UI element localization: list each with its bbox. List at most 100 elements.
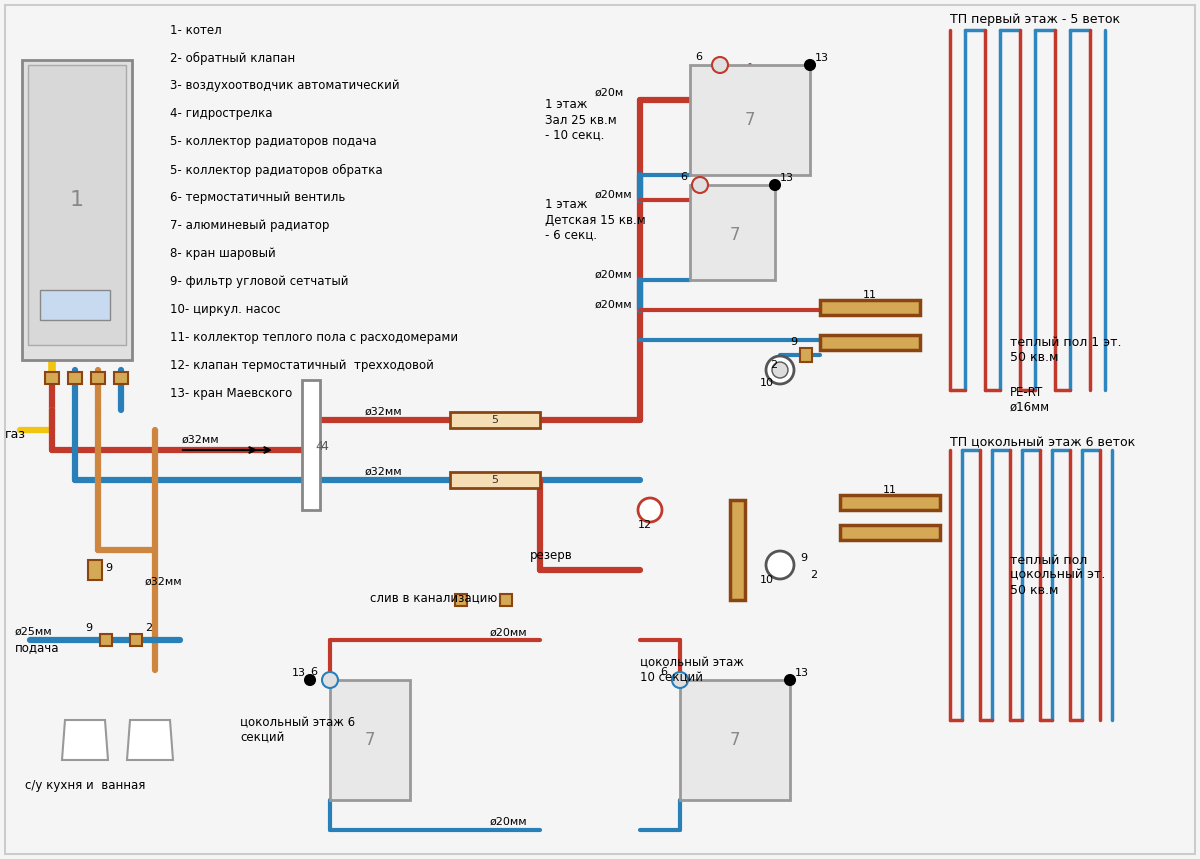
Circle shape xyxy=(638,498,662,522)
Text: ø32мм: ø32мм xyxy=(365,407,403,417)
Text: 13: 13 xyxy=(292,668,306,678)
Bar xyxy=(100,634,112,646)
Text: 12- клапан термостатичный  трехходовой: 12- клапан термостатичный трехходовой xyxy=(170,360,434,373)
Text: 11: 11 xyxy=(863,290,877,300)
Text: ø20мм: ø20мм xyxy=(490,628,528,638)
Text: 5: 5 xyxy=(492,475,498,485)
Bar xyxy=(91,372,106,384)
Text: 3- воздухоотводчик автоматический: 3- воздухоотводчик автоматический xyxy=(170,80,400,93)
Text: 5- коллектор радиаторов обратка: 5- коллектор радиаторов обратка xyxy=(170,163,383,177)
Circle shape xyxy=(672,672,688,688)
Bar xyxy=(46,372,59,384)
Text: ТП первый этаж - 5 веток: ТП первый этаж - 5 веток xyxy=(950,14,1120,27)
Bar xyxy=(114,372,128,384)
Circle shape xyxy=(322,672,338,688)
Bar xyxy=(730,500,745,600)
Bar xyxy=(840,525,940,540)
Text: цокольный этаж
10 секций: цокольный этаж 10 секций xyxy=(640,656,744,684)
Text: ø32мм: ø32мм xyxy=(145,577,182,587)
Text: 9: 9 xyxy=(85,623,92,633)
Bar xyxy=(455,594,467,606)
Text: 6: 6 xyxy=(310,667,317,677)
Text: 7: 7 xyxy=(730,731,740,749)
Text: 2: 2 xyxy=(770,360,778,370)
Text: 10: 10 xyxy=(760,575,774,585)
Bar xyxy=(500,594,512,606)
Text: 6: 6 xyxy=(660,667,667,677)
Circle shape xyxy=(770,180,780,190)
Bar xyxy=(840,495,940,510)
Text: 8- кран шаровый: 8- кран шаровый xyxy=(170,247,276,260)
Text: резерв: резерв xyxy=(530,549,572,562)
Text: теплый пол
цокольный эт.
50 кв.м: теплый пол цокольный эт. 50 кв.м xyxy=(1010,553,1105,596)
Text: 11- коллектор теплого пола с расходомерами: 11- коллектор теплого пола с расходомера… xyxy=(170,332,458,344)
Polygon shape xyxy=(127,720,173,760)
Bar xyxy=(690,65,810,175)
Bar xyxy=(450,412,540,428)
Text: 1 этаж
Зал 25 кв.м
- 10 секц.: 1 этаж Зал 25 кв.м - 10 секц. xyxy=(545,99,617,142)
Text: ø20мм: ø20мм xyxy=(595,300,632,310)
Text: слив в канализацию: слив в канализацию xyxy=(370,592,497,605)
Text: 9- фильтр угловой сетчатый: 9- фильтр угловой сетчатый xyxy=(170,276,348,289)
Bar xyxy=(302,380,320,510)
Circle shape xyxy=(305,675,314,685)
Bar xyxy=(820,335,920,350)
Bar xyxy=(820,300,920,315)
Text: 13: 13 xyxy=(780,173,794,183)
Circle shape xyxy=(805,60,815,70)
Text: 11: 11 xyxy=(883,485,898,495)
Text: с/у кухня и  ванная: с/у кухня и ванная xyxy=(25,778,145,791)
Text: 10- циркул. насос: 10- циркул. насос xyxy=(170,303,281,316)
Circle shape xyxy=(692,177,708,193)
Text: 6- термостатичный вентиль: 6- термостатичный вентиль xyxy=(170,192,346,204)
Bar xyxy=(68,372,82,384)
Text: 7: 7 xyxy=(730,226,740,244)
Text: ø32мм: ø32мм xyxy=(181,435,218,445)
Text: 9: 9 xyxy=(800,553,808,563)
Text: 2: 2 xyxy=(810,570,817,580)
Text: ø20мм: ø20мм xyxy=(490,817,528,827)
Text: ТП цокольный этаж 6 веток: ТП цокольный этаж 6 веток xyxy=(950,436,1135,449)
Text: ø32мм: ø32мм xyxy=(365,467,403,477)
Text: PE-RT
ø16мм: PE-RT ø16мм xyxy=(1010,386,1050,414)
Text: газ: газ xyxy=(5,429,26,442)
Bar xyxy=(680,680,790,800)
Circle shape xyxy=(766,356,794,384)
Text: 5- коллектор радиаторов подача: 5- коллектор радиаторов подача xyxy=(170,136,377,149)
Text: 9: 9 xyxy=(106,563,112,573)
Text: теплый пол 1 эт.
50 кв.м: теплый пол 1 эт. 50 кв.м xyxy=(1010,336,1122,364)
Text: ø25мм: ø25мм xyxy=(14,627,53,637)
Bar xyxy=(330,680,410,800)
Text: 1- котел: 1- котел xyxy=(170,23,222,36)
Text: 9: 9 xyxy=(790,337,797,347)
Text: 4- гидрострелка: 4- гидрострелка xyxy=(170,107,272,120)
Text: 1: 1 xyxy=(70,190,84,210)
Text: 5: 5 xyxy=(492,415,498,425)
Text: подача: подача xyxy=(14,642,60,655)
Bar xyxy=(690,185,775,280)
Text: 4: 4 xyxy=(320,441,328,454)
Text: 1 этаж
Детская 15 кв.м
- 6 секц.: 1 этаж Детская 15 кв.м - 6 секц. xyxy=(545,198,646,241)
Circle shape xyxy=(772,362,788,378)
Bar xyxy=(800,348,812,362)
Circle shape xyxy=(785,675,796,685)
Text: цокольный этаж 6
секций: цокольный этаж 6 секций xyxy=(240,716,355,744)
Text: 7: 7 xyxy=(365,731,376,749)
Bar xyxy=(88,560,102,580)
Text: 6: 6 xyxy=(695,52,702,62)
Bar xyxy=(450,472,540,488)
Polygon shape xyxy=(62,720,108,760)
Text: 13: 13 xyxy=(815,53,829,63)
Text: 7: 7 xyxy=(745,111,755,129)
Bar xyxy=(130,634,142,646)
Circle shape xyxy=(766,551,794,579)
Text: ø20м: ø20м xyxy=(595,88,624,98)
Bar xyxy=(40,290,110,320)
Text: 7- алюминевый радиатор: 7- алюминевый радиатор xyxy=(170,220,329,233)
Text: 6: 6 xyxy=(680,172,686,182)
Circle shape xyxy=(712,57,728,73)
Text: 10: 10 xyxy=(760,378,774,388)
Bar xyxy=(22,60,132,360)
Text: 13: 13 xyxy=(796,668,809,678)
Text: 12: 12 xyxy=(638,520,652,530)
